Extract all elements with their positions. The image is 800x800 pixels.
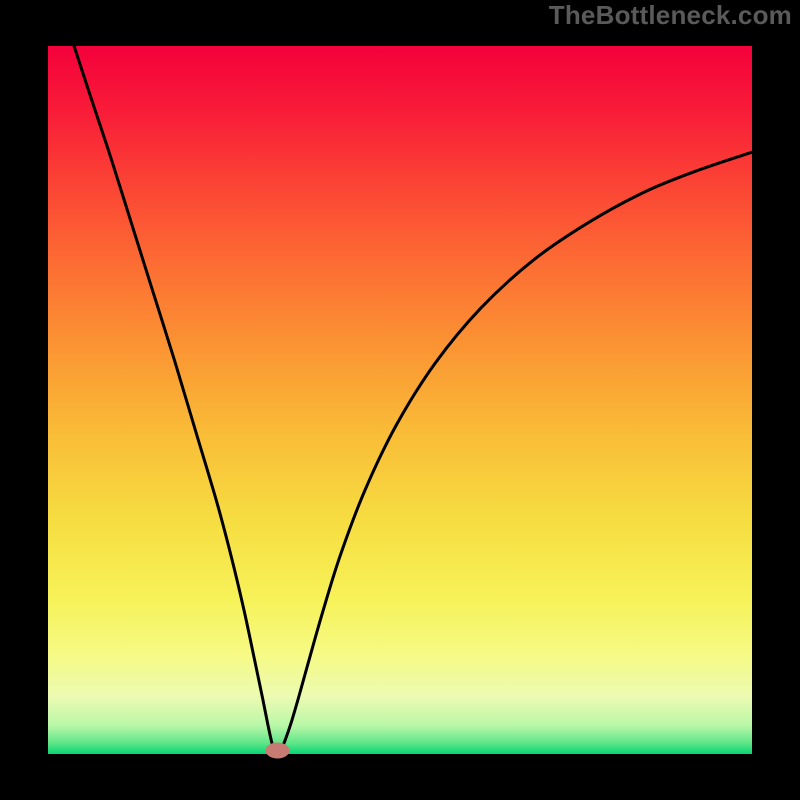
chart-stage: TheBottleneck.com bbox=[0, 0, 800, 800]
vertex-marker bbox=[266, 742, 290, 758]
bottleneck-chart bbox=[0, 0, 800, 800]
plot-area bbox=[48, 46, 752, 754]
